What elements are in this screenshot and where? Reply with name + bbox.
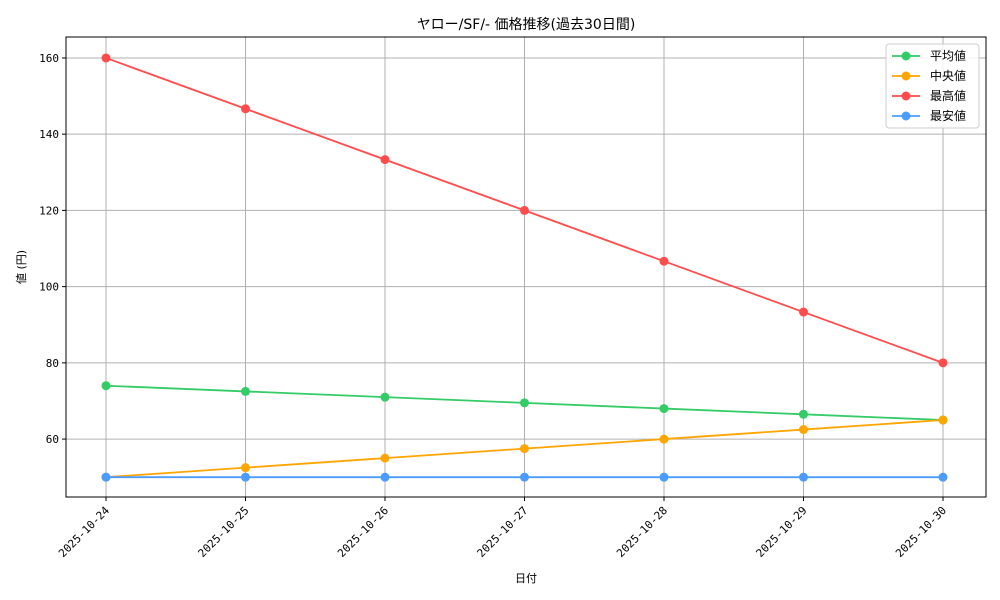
y-tick-label: 160 [39, 52, 59, 65]
data-point [659, 404, 669, 414]
legend-item: 最高値 [892, 88, 966, 103]
plot-frame [65, 36, 987, 498]
data-point [938, 358, 948, 368]
series-line [101, 415, 948, 482]
x-tick-label: 2025-10-25 [196, 504, 252, 560]
data-point [241, 463, 250, 473]
x-tick-label: 2025-10-29 [754, 504, 810, 560]
x-tick-label: 2025-10-24 [56, 504, 112, 560]
data-point [520, 444, 529, 454]
x-tick-label: 2025-10-26 [335, 504, 391, 560]
y-axis-label: 値 (円) [15, 250, 28, 284]
svg-text:中央値: 中央値 [930, 68, 966, 83]
data-point [380, 472, 390, 482]
data-point [799, 425, 808, 435]
legend-item: 平均値 [892, 48, 966, 63]
x-tick-label: 2025-10-27 [475, 504, 531, 560]
svg-text:最安値: 最安値 [930, 108, 966, 123]
chart-title: ヤロー/SF/- 価格推移(過去30日間) [417, 17, 636, 33]
x-axis-label: 日付 [515, 572, 537, 585]
data-point [101, 381, 111, 391]
data-point [799, 472, 808, 482]
y-tick-label: 100 [39, 281, 59, 294]
data-point [659, 256, 669, 266]
data-point [938, 415, 948, 425]
y-axis-ticks: 60 80 100 120 140 160 [39, 52, 66, 446]
data-point [520, 205, 529, 215]
grid-lines [66, 37, 986, 497]
data-point [520, 398, 529, 408]
data-point [520, 472, 529, 482]
y-tick-label: 60 [46, 433, 59, 446]
data-point [659, 434, 669, 444]
y-tick-label: 80 [46, 357, 59, 370]
svg-text:最高値: 最高値 [930, 88, 966, 103]
data-point [799, 307, 808, 317]
data-series [101, 53, 948, 482]
data-point [241, 104, 250, 114]
y-tick-label: 140 [39, 128, 59, 141]
data-point [938, 472, 948, 482]
data-point [241, 472, 250, 482]
data-point [799, 409, 808, 419]
x-axis-ticks: 2025-10-24 2025-10-25 2025-10-26 2025-10-27… [56, 497, 949, 560]
data-point [659, 472, 669, 482]
series-line [101, 53, 948, 368]
series-line [101, 472, 948, 482]
data-point [380, 453, 390, 463]
data-point [101, 53, 111, 63]
data-point [380, 155, 390, 165]
data-point [241, 386, 250, 396]
legend-item: 中央値 [892, 68, 966, 83]
data-point [101, 472, 111, 482]
data-point [380, 392, 390, 402]
legend-item: 最安値 [892, 108, 966, 123]
x-tick-label: 2025-10-30 [893, 504, 949, 560]
svg-text:平均値: 平均値 [930, 48, 966, 63]
x-tick-label: 2025-10-28 [614, 504, 670, 560]
y-tick-label: 120 [39, 204, 59, 217]
